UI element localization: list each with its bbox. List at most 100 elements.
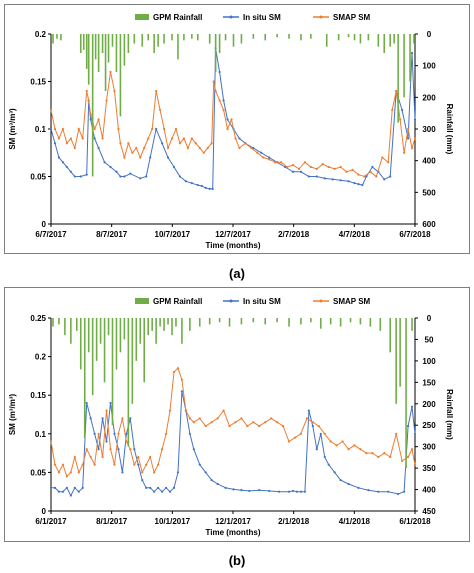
rainfall-bar bbox=[56, 34, 58, 39]
rainfall-bar bbox=[339, 318, 342, 327]
point-insitu bbox=[65, 165, 68, 169]
rainfall-bar bbox=[64, 318, 66, 336]
point-insitu bbox=[57, 490, 61, 493]
point-insitu bbox=[93, 137, 96, 140]
point-smap bbox=[351, 168, 354, 171]
point-insitu bbox=[168, 490, 172, 493]
point-smap bbox=[160, 448, 164, 451]
point-smap bbox=[250, 146, 253, 150]
rainfall-bar bbox=[87, 318, 90, 353]
point-smap bbox=[270, 417, 273, 420]
point-insitu bbox=[198, 463, 201, 466]
point-smap bbox=[85, 448, 88, 451]
point-insitu bbox=[339, 179, 342, 182]
point-smap bbox=[299, 432, 303, 435]
point-smap bbox=[69, 137, 72, 140]
point-smap bbox=[153, 471, 156, 474]
point-insitu bbox=[258, 489, 261, 492]
y2-tick-label: 50 bbox=[425, 335, 434, 344]
point-smap bbox=[381, 156, 384, 159]
rainfall-bar bbox=[91, 34, 94, 177]
rainfall-bar bbox=[208, 318, 211, 325]
x-tick-label: 8/7/2017 bbox=[96, 230, 128, 239]
point-smap bbox=[184, 409, 187, 412]
y2-tick-label: 350 bbox=[422, 464, 436, 473]
point-insitu bbox=[157, 486, 160, 489]
point-smap bbox=[81, 463, 84, 466]
rainfall-bar bbox=[409, 34, 411, 82]
point-smap bbox=[137, 455, 140, 459]
point-insitu bbox=[413, 118, 417, 121]
y2-tick-label: 200 bbox=[422, 400, 436, 409]
point-smap bbox=[413, 137, 417, 140]
point-smap bbox=[73, 455, 76, 459]
rainfall-bar bbox=[377, 34, 380, 47]
point-smap bbox=[57, 471, 61, 474]
point-smap bbox=[406, 455, 410, 459]
point-smap bbox=[218, 99, 221, 102]
point-smap bbox=[410, 146, 414, 150]
y-axis-title: SM (m³/m³) bbox=[8, 394, 17, 436]
point-smap bbox=[280, 161, 283, 164]
point-insitu bbox=[77, 490, 80, 493]
y2-tick-label: 500 bbox=[422, 188, 436, 197]
point-insitu bbox=[208, 187, 211, 190]
rainfall-bar bbox=[198, 318, 201, 327]
point-insitu bbox=[105, 440, 108, 443]
point-insitu bbox=[119, 175, 122, 178]
point-smap bbox=[166, 146, 170, 150]
y-tick-label: 0.15 bbox=[30, 78, 46, 87]
rainfall-bar bbox=[232, 34, 235, 47]
point-insitu bbox=[125, 432, 128, 435]
point-insitu bbox=[339, 479, 342, 482]
point-smap bbox=[157, 463, 160, 466]
point-insitu bbox=[260, 151, 263, 154]
rainfall-bar bbox=[367, 34, 370, 41]
point-smap bbox=[198, 146, 201, 150]
point-smap bbox=[186, 146, 189, 150]
rainfall-bar bbox=[58, 318, 60, 325]
rainfall-bar bbox=[224, 34, 227, 41]
rainfall-bar bbox=[171, 318, 173, 336]
rainfall-bar bbox=[325, 34, 328, 47]
rainfall-bar bbox=[196, 34, 199, 41]
rainfall-bar bbox=[157, 34, 159, 47]
point-insitu bbox=[155, 127, 158, 131]
point-smap bbox=[377, 455, 380, 459]
point-smap bbox=[363, 175, 366, 178]
point-insitu bbox=[53, 142, 57, 145]
rainfall-bar bbox=[403, 34, 405, 98]
point-insitu bbox=[49, 127, 53, 131]
point-smap bbox=[89, 455, 92, 459]
point-smap bbox=[357, 173, 360, 176]
y2-tick-label: 0 bbox=[427, 314, 432, 323]
series-rainfall bbox=[52, 318, 413, 469]
point-insitu bbox=[323, 455, 326, 459]
rainfall-bar bbox=[393, 34, 395, 44]
point-insitu bbox=[357, 183, 360, 186]
rainfall-bar bbox=[177, 34, 179, 60]
point-smap bbox=[274, 161, 277, 164]
point-smap bbox=[188, 417, 191, 420]
point-smap bbox=[256, 151, 259, 154]
rainfall-bar bbox=[101, 34, 104, 53]
rainfall-bar bbox=[133, 34, 136, 44]
rainfall-bar bbox=[91, 318, 94, 396]
point-insitu bbox=[164, 486, 168, 489]
rainfall-bar bbox=[107, 318, 110, 336]
point-insitu bbox=[103, 161, 106, 164]
point-insitu bbox=[307, 409, 310, 412]
rainfall-bar bbox=[52, 34, 54, 44]
point-smap bbox=[347, 448, 350, 451]
x-tick-label: 2/1/2018 bbox=[278, 517, 310, 526]
point-insitu bbox=[149, 486, 152, 489]
point-smap bbox=[410, 448, 414, 451]
point-smap bbox=[69, 471, 72, 474]
point-insitu bbox=[85, 173, 88, 176]
point-insitu bbox=[224, 486, 227, 489]
point-insitu bbox=[204, 186, 207, 189]
point-smap bbox=[192, 421, 195, 424]
rainfall-bar bbox=[123, 34, 126, 66]
point-insitu bbox=[137, 463, 140, 466]
rainfall-bar bbox=[131, 318, 134, 404]
